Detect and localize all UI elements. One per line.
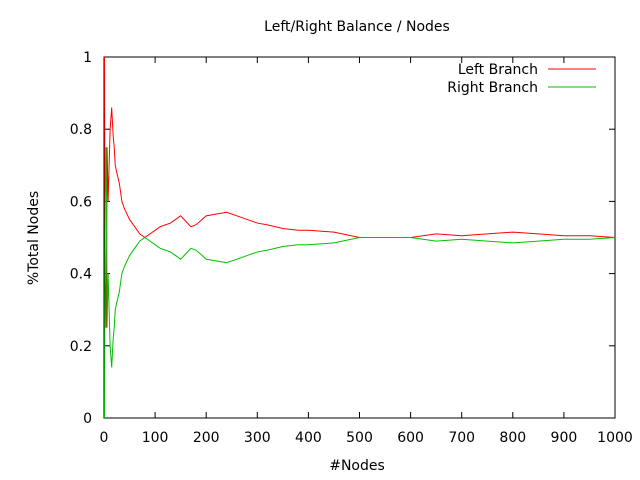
x-tick-label: 900 xyxy=(551,430,578,446)
x-axis-label: #Nodes xyxy=(329,458,385,474)
x-tick-label: 400 xyxy=(295,430,322,446)
x-tick-label: 700 xyxy=(448,430,475,446)
chart-title: Left/Right Balance / Nodes xyxy=(264,19,450,35)
y-tick-label: 0 xyxy=(83,411,92,427)
x-tick-label: 200 xyxy=(193,430,220,446)
x-tick-label: 1000 xyxy=(597,430,633,446)
y-tick-label: 1 xyxy=(83,50,92,66)
x-tick-label: 500 xyxy=(346,430,373,446)
y-tick-label: 0.2 xyxy=(70,339,92,355)
x-tick-label: 600 xyxy=(397,430,424,446)
x-tick-label: 100 xyxy=(142,430,169,446)
y-tick-label: 0.8 xyxy=(70,122,92,138)
x-tick-label: 800 xyxy=(499,430,526,446)
x-tick-label: 0 xyxy=(100,430,109,446)
legend-label: Right Branch xyxy=(447,80,538,96)
y-tick-label: 0.6 xyxy=(70,194,92,210)
legend-label: Left Branch xyxy=(458,62,538,78)
series-line-right-branch xyxy=(104,147,616,419)
y-axis-label: %Total Nodes xyxy=(26,191,42,285)
series-line-left-branch xyxy=(104,56,616,328)
x-tick-label: 300 xyxy=(244,430,271,446)
y-tick-label: 0.4 xyxy=(70,267,92,283)
